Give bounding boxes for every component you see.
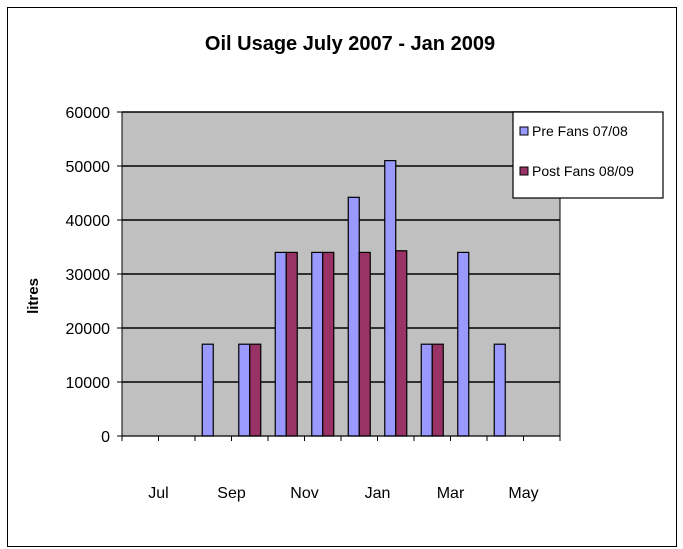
x-axis-ticks: Jul Sep Nov Jan Mar May bbox=[121, 436, 561, 502]
bar bbox=[493, 343, 506, 437]
y-tick-label: 20000 bbox=[66, 321, 111, 338]
bar bbox=[285, 251, 298, 437]
bar bbox=[201, 343, 214, 437]
bar bbox=[431, 343, 444, 437]
x-tick-label: Sep bbox=[217, 485, 246, 502]
x-tick-label: May bbox=[508, 485, 538, 502]
legend: Pre Fans 07/08 Post Fans 08/09 bbox=[512, 111, 664, 199]
y-tick-label: 60000 bbox=[66, 105, 111, 122]
bar bbox=[395, 250, 408, 437]
legend-swatch bbox=[519, 126, 529, 136]
bar bbox=[311, 251, 324, 437]
chart-border bbox=[7, 7, 677, 547]
legend-label: Post Fans 08/09 bbox=[532, 163, 634, 179]
bar bbox=[238, 343, 251, 437]
y-tick-label: 10000 bbox=[66, 375, 111, 392]
x-tick-label: Nov bbox=[290, 485, 318, 502]
legend-swatch bbox=[519, 166, 529, 176]
bar bbox=[358, 251, 371, 437]
legend-label: Pre Fans 07/08 bbox=[532, 123, 628, 139]
bar bbox=[384, 160, 397, 437]
bar bbox=[420, 343, 433, 437]
bar bbox=[347, 196, 360, 437]
legend-box bbox=[512, 111, 664, 199]
y-tick-label: 40000 bbox=[66, 213, 111, 230]
bar bbox=[274, 251, 287, 437]
plot-area bbox=[121, 111, 561, 437]
y-tick-label: 30000 bbox=[66, 267, 111, 284]
y-tick-label: 0 bbox=[101, 429, 110, 446]
x-tick-label: Jan bbox=[365, 485, 391, 502]
y-axis-label: litres bbox=[25, 278, 42, 314]
y-axis-ticks: 0 10000 20000 30000 40000 50000 60000 bbox=[66, 105, 122, 446]
bar bbox=[457, 251, 470, 437]
y-tick-label: 50000 bbox=[66, 159, 111, 176]
chart-title: Oil Usage July 2007 - Jan 2009 bbox=[205, 33, 495, 55]
x-tick-label: Jul bbox=[148, 485, 168, 502]
x-tick-label: Mar bbox=[437, 485, 465, 502]
bar bbox=[249, 343, 262, 437]
bar bbox=[322, 251, 335, 437]
